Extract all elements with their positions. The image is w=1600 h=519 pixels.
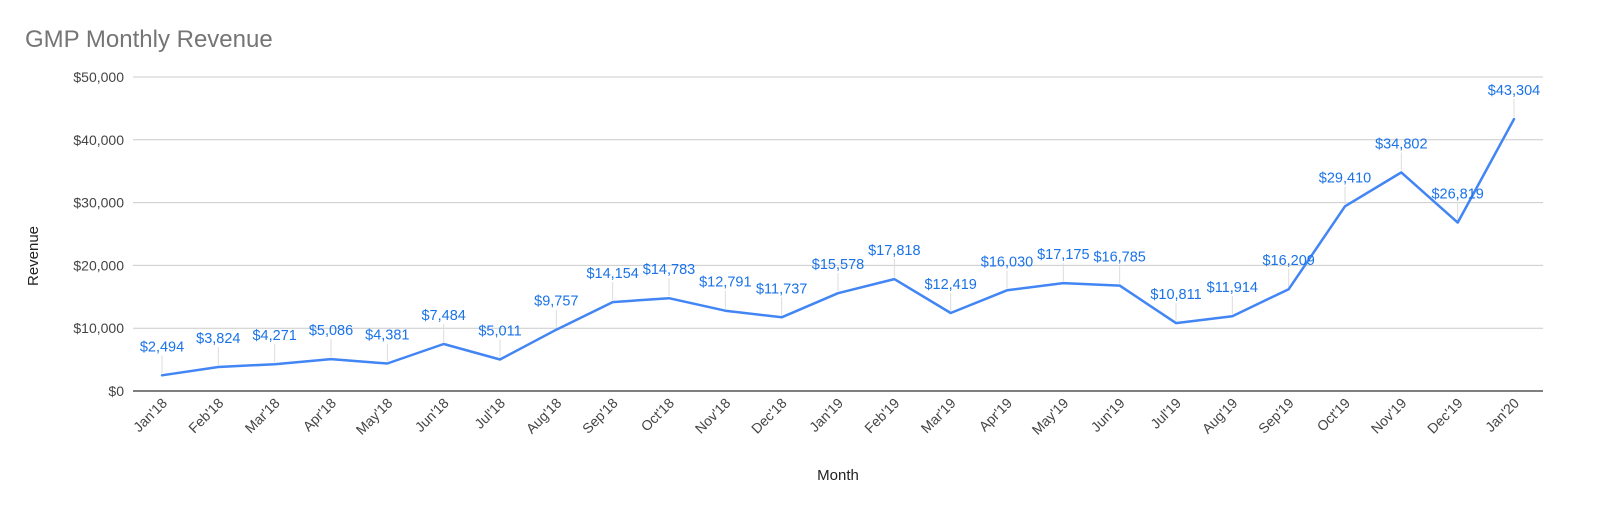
- x-tick-label: Sep'19: [1255, 395, 1297, 437]
- x-tick-label: Apr'19: [976, 395, 1016, 435]
- x-tick-label: May'19: [1029, 395, 1072, 438]
- x-tick-label: May'18: [353, 395, 396, 438]
- y-tick-label: $0: [108, 383, 124, 399]
- x-tick-label: Jan'19: [806, 395, 846, 435]
- x-tick-label: Apr'18: [300, 395, 340, 435]
- x-tick-label: Nov'18: [692, 395, 734, 437]
- data-label: $17,175: [1037, 247, 1089, 263]
- x-tick-label: Jul'19: [1147, 395, 1184, 432]
- data-label: $2,494: [140, 339, 184, 355]
- data-label: $4,381: [365, 327, 409, 343]
- data-label: $34,802: [1375, 136, 1427, 152]
- revenue-series-line: [160, 117, 1516, 377]
- x-axis-ticks: Jan'18 Feb'18 Mar'18 Apr'18 May'18 Jun'18 Jul'…: [130, 395, 1522, 438]
- y-tick-label: $40,000: [73, 132, 124, 148]
- data-label: $15,578: [812, 257, 864, 273]
- y-axis-ticks: $0 $10,000 $20,000 $30,000 $40,000 $50,000: [73, 69, 124, 399]
- data-label: $4,271: [252, 328, 296, 344]
- data-label: $16,209: [1262, 253, 1314, 269]
- data-label: $12,419: [924, 277, 976, 293]
- x-tick-label: Aug'18: [523, 395, 565, 437]
- y-tick-label: $20,000: [73, 257, 124, 273]
- data-label: $11,914: [1207, 280, 1258, 296]
- x-tick-label: Feb'18: [185, 395, 226, 436]
- data-label: $5,011: [478, 324, 521, 340]
- x-tick-label: Jun'18: [412, 395, 452, 435]
- data-labels: $2,494 $3,824 $4,271 $5,086 $4,381 $7,484 $5,0…: [140, 83, 1540, 355]
- data-label: $11,737: [756, 281, 807, 297]
- x-tick-label: Jun'19: [1088, 395, 1128, 435]
- data-label: $14,154: [586, 266, 638, 282]
- data-label: $14,783: [643, 262, 695, 278]
- x-tick-label: Jul'18: [471, 395, 508, 432]
- data-label: $43,304: [1488, 83, 1540, 99]
- x-tick-label: Feb'19: [861, 395, 902, 436]
- x-tick-label: Mar'18: [242, 395, 283, 436]
- x-tick-label: Jan'20: [1482, 395, 1522, 435]
- y-tick-label: $30,000: [73, 195, 124, 211]
- data-label: $29,410: [1319, 170, 1371, 186]
- x-tick-label: Oct'18: [638, 395, 678, 435]
- data-label: $10,811: [1150, 287, 1201, 303]
- data-label: $5,086: [309, 323, 353, 339]
- gridlines: [133, 76, 1543, 392]
- data-label: $7,484: [421, 308, 465, 324]
- data-label: $16,785: [1093, 250, 1145, 266]
- y-tick-label: $10,000: [73, 320, 124, 336]
- x-axis-title: Month: [817, 467, 859, 484]
- chart-title: GMP Monthly Revenue: [25, 26, 273, 53]
- x-tick-label: Dec'18: [748, 395, 790, 437]
- data-label: $17,818: [868, 243, 920, 259]
- x-tick-label: Aug'19: [1199, 395, 1241, 437]
- data-label: $3,824: [196, 331, 240, 347]
- x-tick-label: Mar'19: [918, 395, 959, 436]
- y-axis-title: Revenue: [25, 226, 42, 286]
- data-label: $12,791: [699, 275, 751, 291]
- x-tick-label: Oct'19: [1314, 395, 1354, 435]
- data-label: $16,030: [981, 254, 1033, 270]
- data-label: $9,757: [534, 294, 578, 310]
- x-tick-label: Sep'18: [579, 395, 621, 437]
- data-label: $26,819: [1431, 187, 1483, 203]
- data-label-leaders: [161, 99, 1515, 374]
- x-tick-label: Dec'19: [1424, 395, 1466, 437]
- x-tick-label: Nov'19: [1368, 395, 1410, 437]
- x-tick-label: Jan'18: [130, 395, 170, 435]
- y-tick-label: $50,000: [73, 69, 124, 85]
